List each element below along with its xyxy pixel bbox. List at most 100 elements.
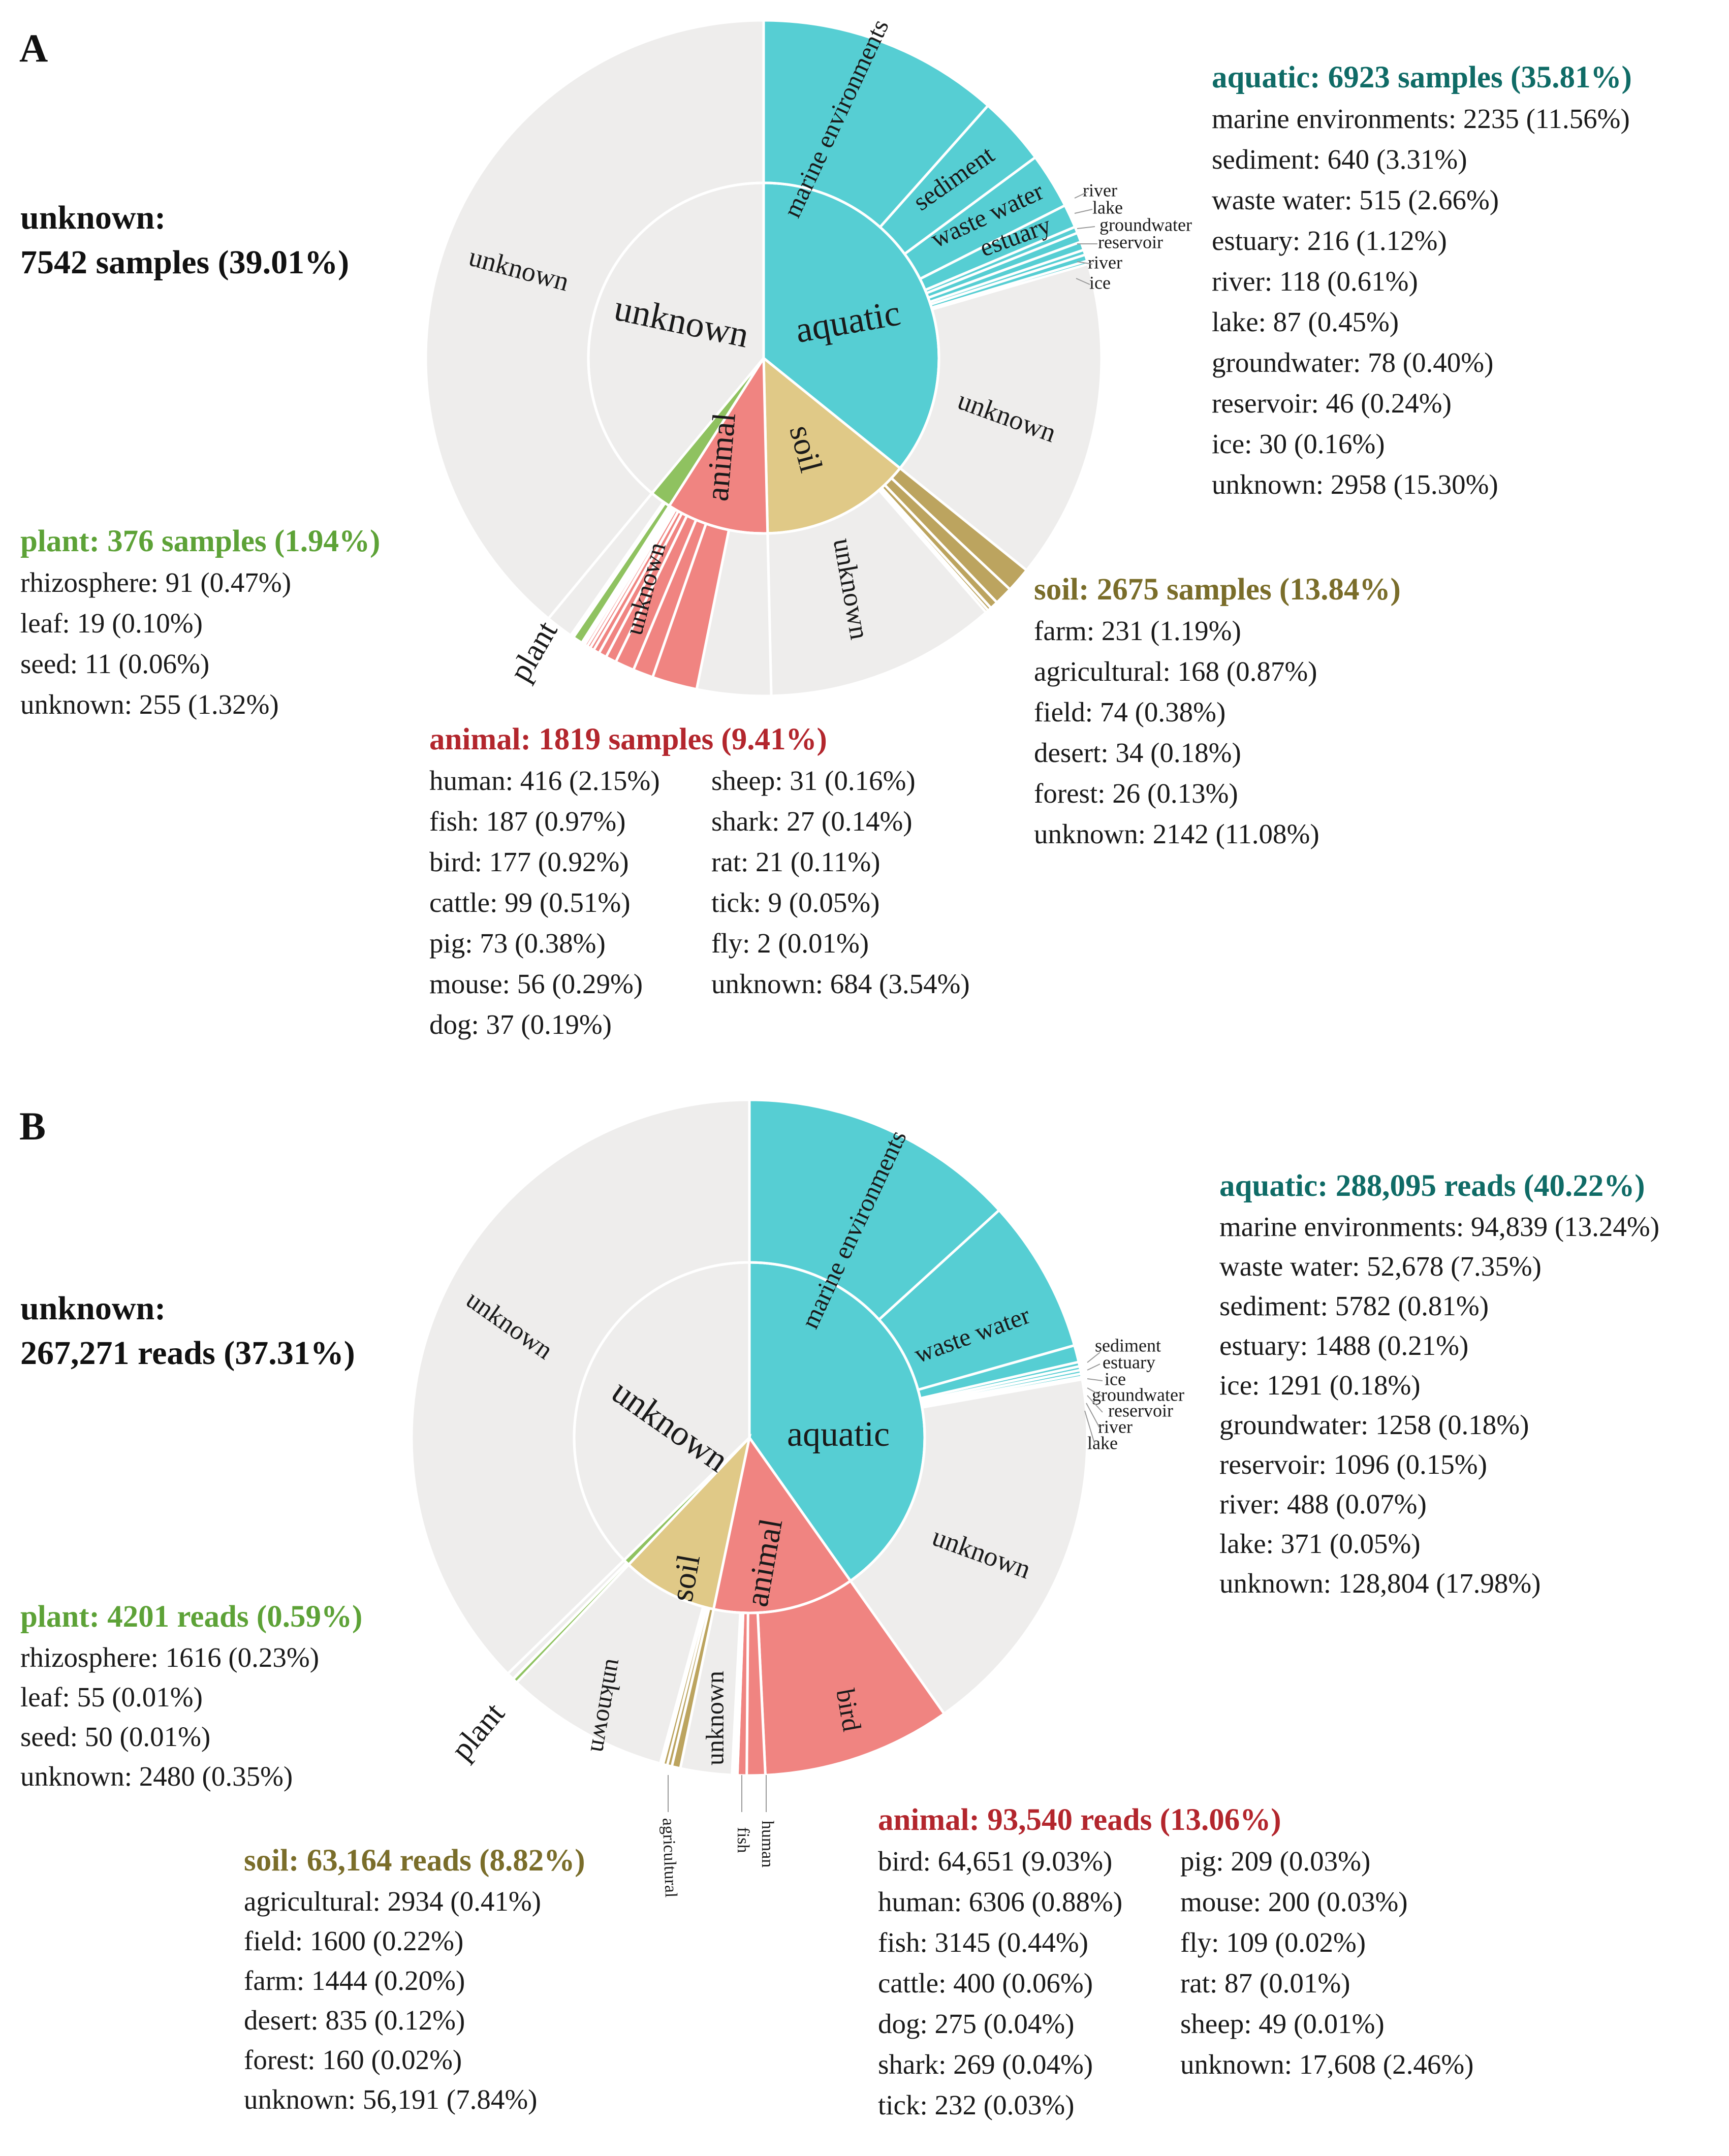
- callout-label-reservoir: reservoir: [1098, 232, 1163, 252]
- callout-leader-line: [1076, 278, 1090, 285]
- legend-item: river: 118 (0.61%): [1212, 266, 1418, 297]
- legend-item: field: 1600 (0.22%): [244, 1925, 464, 1956]
- legend-item: rhizosphere: 91 (0.47%): [20, 567, 292, 598]
- legend-item: sediment: 640 (3.31%): [1212, 144, 1467, 175]
- callout-label-river: river: [1098, 1416, 1133, 1437]
- legend-item: reservoir: 1096 (0.15%): [1219, 1449, 1487, 1480]
- legend-unknown: unknown: 267,271 reads (37.31%): [20, 1286, 355, 1376]
- legend-item: human: 416 (2.15%): [429, 765, 660, 796]
- panel-b: B aquatic animal soil unknown marine environ…: [0, 1078, 1729, 2156]
- legend-aquatic: aquatic: 288,095 reads (40.22%) marine e…: [1219, 1165, 1659, 1603]
- callout-leader-line: [1077, 261, 1093, 265]
- legend-aquatic-head: aquatic: 288,095 reads (40.22%): [1219, 1169, 1645, 1203]
- legend-item: dog: 37 (0.19%): [429, 1009, 612, 1040]
- callout-leader-line: [1074, 209, 1093, 214]
- legend-soil-head: soil: 63,164 reads (8.82%): [244, 1844, 585, 1878]
- legend-item: groundwater: 1258 (0.18%): [1219, 1409, 1529, 1440]
- legend-item: seed: 50 (0.01%): [20, 1721, 211, 1752]
- legend-item: dog: 275 (0.04%): [878, 2008, 1075, 2039]
- legend-item: marine environments: 2235 (11.56%): [1212, 103, 1630, 134]
- callout-label-human: human: [758, 1821, 777, 1868]
- legend-item: ice: 1291 (0.18%): [1219, 1370, 1421, 1401]
- legend-item: rat: 87 (0.01%): [1180, 1968, 1350, 1999]
- legend-soil-items: farm: 231 (1.19%) agricultural: 168 (0.8…: [1034, 611, 1401, 854]
- legend-unknown: unknown: 7542 samples (39.01%): [20, 196, 349, 285]
- legend-item: field: 74 (0.38%): [1034, 696, 1226, 727]
- panel-letter: A: [19, 26, 48, 70]
- legend-item: bird: 177 (0.92%): [429, 846, 629, 877]
- legend-item: sheep: 49 (0.01%): [1180, 2008, 1385, 2039]
- callout-label-river: river: [1083, 180, 1117, 200]
- callout-label-estuary: estuary: [1103, 1352, 1155, 1372]
- legend-animal-items: bird: 64,651 (9.03%) human: 6306 (0.88%)…: [878, 1841, 1473, 2126]
- legend-unknown-summary: 267,271 reads (37.31%): [20, 1335, 355, 1372]
- legend-item: tick: 232 (0.03%): [878, 2089, 1075, 2120]
- legend-item: agricultural: 168 (0.87%): [1034, 656, 1317, 687]
- callout-label-groundwater: groundwater: [1099, 214, 1192, 235]
- legend-item: unknown: 128,804 (17.98%): [1219, 1568, 1541, 1599]
- callout-leader-line: [1077, 226, 1095, 229]
- legend-item: fly: 109 (0.02%): [1180, 1927, 1366, 1958]
- legend-item: lake: 87 (0.45%): [1212, 306, 1399, 337]
- legend-item: tick: 9 (0.05%): [711, 887, 880, 918]
- legend-plant-head: plant: 376 samples (1.94%): [20, 524, 381, 558]
- legend-plant-items: rhizosphere: 91 (0.47%) leaf: 19 (0.10%)…: [20, 562, 380, 725]
- callout-label-lake: lake: [1092, 197, 1123, 217]
- legend-item: unknown: 255 (1.32%): [20, 689, 279, 720]
- legend-item: fish: 3145 (0.44%): [878, 1927, 1088, 1958]
- legend-item: unknown: 2142 (11.08%): [1034, 818, 1319, 849]
- callout-label-river: river: [1088, 252, 1122, 272]
- panel-a: A aquatic soil animal unknown marine environ…: [19, 14, 1632, 1045]
- callout-leader-line: [1087, 1364, 1101, 1371]
- legend-aquatic-items: marine environments: 2235 (11.56%) sedim…: [1212, 99, 1632, 505]
- legend-item: bird: 64,651 (9.03%): [878, 1846, 1113, 1877]
- callout-label-groundwater: groundwater: [1092, 1384, 1184, 1405]
- legend-item: lake: 371 (0.05%): [1219, 1528, 1421, 1559]
- legend-animal: animal: 1819 samples (9.41%) human: 416 …: [429, 719, 970, 1045]
- legend-soil: soil: 63,164 reads (8.82%) agricultural:…: [244, 1840, 585, 2119]
- legend-item: waste water: 515 (2.66%): [1212, 184, 1499, 215]
- legend-item: shark: 269 (0.04%): [878, 2049, 1093, 2080]
- legend-animal-head: animal: 93,540 reads (13.06%): [878, 1803, 1281, 1837]
- legend-soil-items: agricultural: 2934 (0.41%) field: 1600 (…: [244, 1882, 585, 2119]
- outer-label-plant: plant: [503, 615, 564, 687]
- callout-leader-line: [1087, 1352, 1101, 1363]
- legend-aquatic-items: marine environments: 94,839 (13.24%) was…: [1219, 1207, 1659, 1603]
- legend-aquatic-head: aquatic: 6923 samples (35.81%): [1212, 60, 1632, 94]
- legend-item: fly: 2 (0.01%): [711, 928, 869, 959]
- callout-label-ice: ice: [1105, 1369, 1126, 1389]
- inner-label-aquatic: aquatic: [787, 1415, 890, 1454]
- legend-item: estuary: 1488 (0.21%): [1219, 1330, 1469, 1361]
- legend-item: estuary: 216 (1.12%): [1212, 225, 1447, 256]
- legend-item: human: 6306 (0.88%): [878, 1886, 1123, 1917]
- callout-leader-line: [1086, 1403, 1101, 1429]
- legend-item: sediment: 5782 (0.81%): [1219, 1290, 1489, 1321]
- legend-animal-head: animal: 1819 samples (9.41%): [429, 722, 827, 756]
- legend-item: ice: 30 (0.16%): [1212, 428, 1385, 459]
- legend-item: shark: 27 (0.14%): [711, 806, 913, 837]
- legend-animal-items: human: 416 (2.15%) fish: 187 (0.97%) bir…: [429, 760, 970, 1045]
- legend-item: rhizosphere: 1616 (0.23%): [20, 1642, 320, 1673]
- legend-plant-items: rhizosphere: 1616 (0.23%) leaf: 55 (0.01…: [20, 1638, 362, 1796]
- legend-unknown-title: unknown:: [20, 199, 166, 236]
- legend-item: leaf: 55 (0.01%): [20, 1682, 203, 1713]
- legend-item: rat: 21 (0.11%): [711, 846, 881, 877]
- legend-item: waste water: 52,678 (7.35%): [1219, 1251, 1542, 1282]
- callout-label-ice: ice: [1089, 272, 1111, 293]
- outer-label-animal-unknown: unknown: [700, 1671, 729, 1765]
- legend-item: desert: 835 (0.12%): [244, 2005, 465, 2036]
- legend-item: seed: 11 (0.06%): [20, 648, 210, 679]
- legend-item: marine environments: 94,839 (13.24%): [1219, 1211, 1660, 1242]
- callout-label-reservoir: reservoir: [1108, 1400, 1173, 1420]
- inner-ring-border: [573, 1261, 926, 1614]
- legend-animal: animal: 93,540 reads (13.06%) bird: 64,6…: [878, 1799, 1473, 2126]
- legend-item: farm: 231 (1.19%): [1034, 615, 1241, 646]
- legend-plant-head: plant: 4201 reads (0.59%): [20, 1600, 363, 1634]
- callout-leader-line: [1087, 1395, 1103, 1413]
- callout-label-sediment: sediment: [1095, 1335, 1161, 1355]
- callout-label-agricultural: agricultural: [658, 1818, 680, 1898]
- legend-item: unknown: 2480 (0.35%): [20, 1761, 293, 1792]
